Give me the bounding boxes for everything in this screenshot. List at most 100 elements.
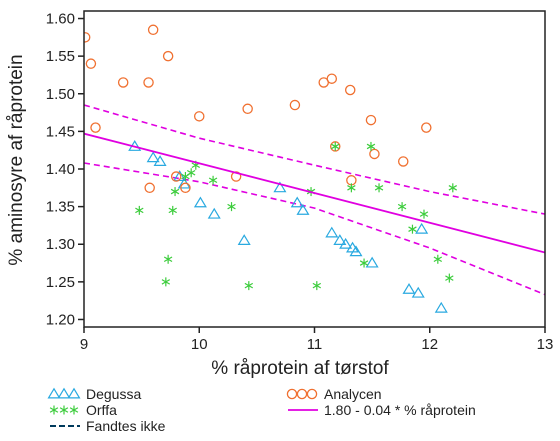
orffa-point [408, 224, 417, 234]
orffa-point [397, 202, 407, 212]
analycen-point [90, 122, 101, 133]
confidence-band-upper [84, 104, 545, 215]
legend-marker [59, 405, 69, 415]
orffa-point [170, 187, 180, 197]
orffa-point [168, 205, 177, 215]
x-tick-label: 9 [80, 336, 88, 353]
legend-label: Orffa [86, 402, 117, 418]
confidence-band-lower [84, 162, 545, 296]
y-tick-label: 1.50 [46, 86, 75, 103]
analycen-point [170, 171, 182, 182]
y-tick-label: 1.20 [46, 311, 75, 328]
analycen-point [117, 77, 129, 88]
plot-frame [83, 10, 546, 328]
degussa-point [193, 196, 207, 208]
y-tick-label: 1.35 [46, 199, 75, 216]
legend-label: Fandtes ikke [86, 418, 166, 434]
degussa-point [402, 283, 416, 294]
legend-label: 1.80 - 0.04 * % råprotein [324, 402, 476, 418]
y-tick-label: 1.25 [46, 274, 75, 291]
analycen-point [326, 73, 338, 84]
orffa-point [359, 258, 369, 268]
analycen-point [242, 103, 253, 115]
degussa-point [290, 196, 304, 208]
y-tick-label: 1.55 [46, 48, 75, 65]
y-tick-label: 1.60 [46, 11, 75, 28]
orffa-point [312, 281, 322, 291]
y-tick-label: 1.45 [46, 123, 75, 140]
analycen-point [329, 141, 341, 152]
analycen-point [143, 77, 154, 88]
orffa-point [208, 175, 218, 185]
orffa-point [227, 202, 236, 212]
orffa-point [366, 141, 376, 151]
analycen-point [162, 50, 174, 62]
degussa-point [434, 301, 448, 313]
orffa-point [135, 205, 144, 215]
degussa-point [415, 222, 429, 234]
legend-marker [286, 388, 298, 400]
series-analycen [84, 24, 432, 194]
x-tick-label: 11 [307, 336, 323, 353]
analycen-point [230, 171, 242, 182]
degussa-point [411, 286, 425, 298]
legend-item-triangle: Degussa [47, 386, 141, 402]
degussa-point [207, 207, 221, 219]
degussa-point [349, 245, 363, 257]
legend: Degussa Analycen Orffa 1.80 - 0.04 * % råpr… [47, 386, 476, 434]
legend-item-line: 1.80 - 0.04 * % råprotein [288, 402, 476, 418]
degussa-point [333, 234, 347, 245]
legend-marker [69, 405, 79, 415]
orffa-point [419, 209, 429, 219]
legend-marker [47, 387, 61, 399]
degussa-point [237, 234, 251, 245]
orffa-point [331, 141, 340, 151]
analycen-point [147, 24, 159, 36]
analycen-point [344, 84, 356, 96]
analycen-point [369, 148, 380, 160]
orffa-point [433, 254, 443, 264]
legend-item-star: Orffa [49, 402, 117, 418]
analycen-point [193, 111, 205, 122]
analycen-point [84, 32, 91, 43]
legend-marker [67, 387, 81, 399]
series-orffa [135, 141, 458, 291]
degussa-point [273, 181, 287, 193]
y-tick-label: 1.30 [46, 236, 75, 253]
legend-marker [296, 388, 308, 400]
analycen-point [365, 114, 377, 126]
analycen-point [144, 182, 155, 194]
orffa-point [374, 183, 384, 193]
degussa-point [146, 151, 160, 163]
legend-marker [49, 405, 59, 415]
legend-label: Analycen [324, 386, 382, 402]
legend-marker [306, 388, 318, 400]
analycen-point [421, 122, 432, 133]
analycen-point [289, 99, 301, 111]
analycen-point [85, 58, 97, 69]
degussa-point [365, 256, 379, 268]
legend-marker [57, 387, 71, 399]
series-degussa [128, 140, 448, 313]
x-axis-title: % råprotein af tørstof [211, 358, 389, 379]
orffa-point [161, 277, 171, 287]
y-axis-title: % aminosyre af råprotein [6, 54, 27, 265]
analycen-point [180, 182, 191, 194]
legend-item-circle: Analycen [286, 386, 382, 402]
y-tick-label: 1.40 [46, 161, 75, 178]
orffa-point [448, 183, 458, 193]
x-tick-label: 10 [191, 336, 208, 353]
x-tick-label: 12 [421, 336, 438, 353]
degussa-point [339, 237, 353, 249]
orffa-point [186, 168, 196, 178]
orffa-point [347, 183, 356, 193]
axes: 9 10 11 12 13 1.20 1.25 1.30 1.35 1.40 1.45 1.50 1.5… [46, 10, 554, 353]
degussa-point [325, 226, 339, 238]
degussa-point [153, 155, 167, 166]
legend-label: Degussa [86, 386, 141, 402]
orffa-point [244, 281, 254, 291]
analycen-point [397, 156, 409, 167]
x-tick-label: 13 [537, 336, 554, 353]
orffa-point [445, 273, 454, 283]
